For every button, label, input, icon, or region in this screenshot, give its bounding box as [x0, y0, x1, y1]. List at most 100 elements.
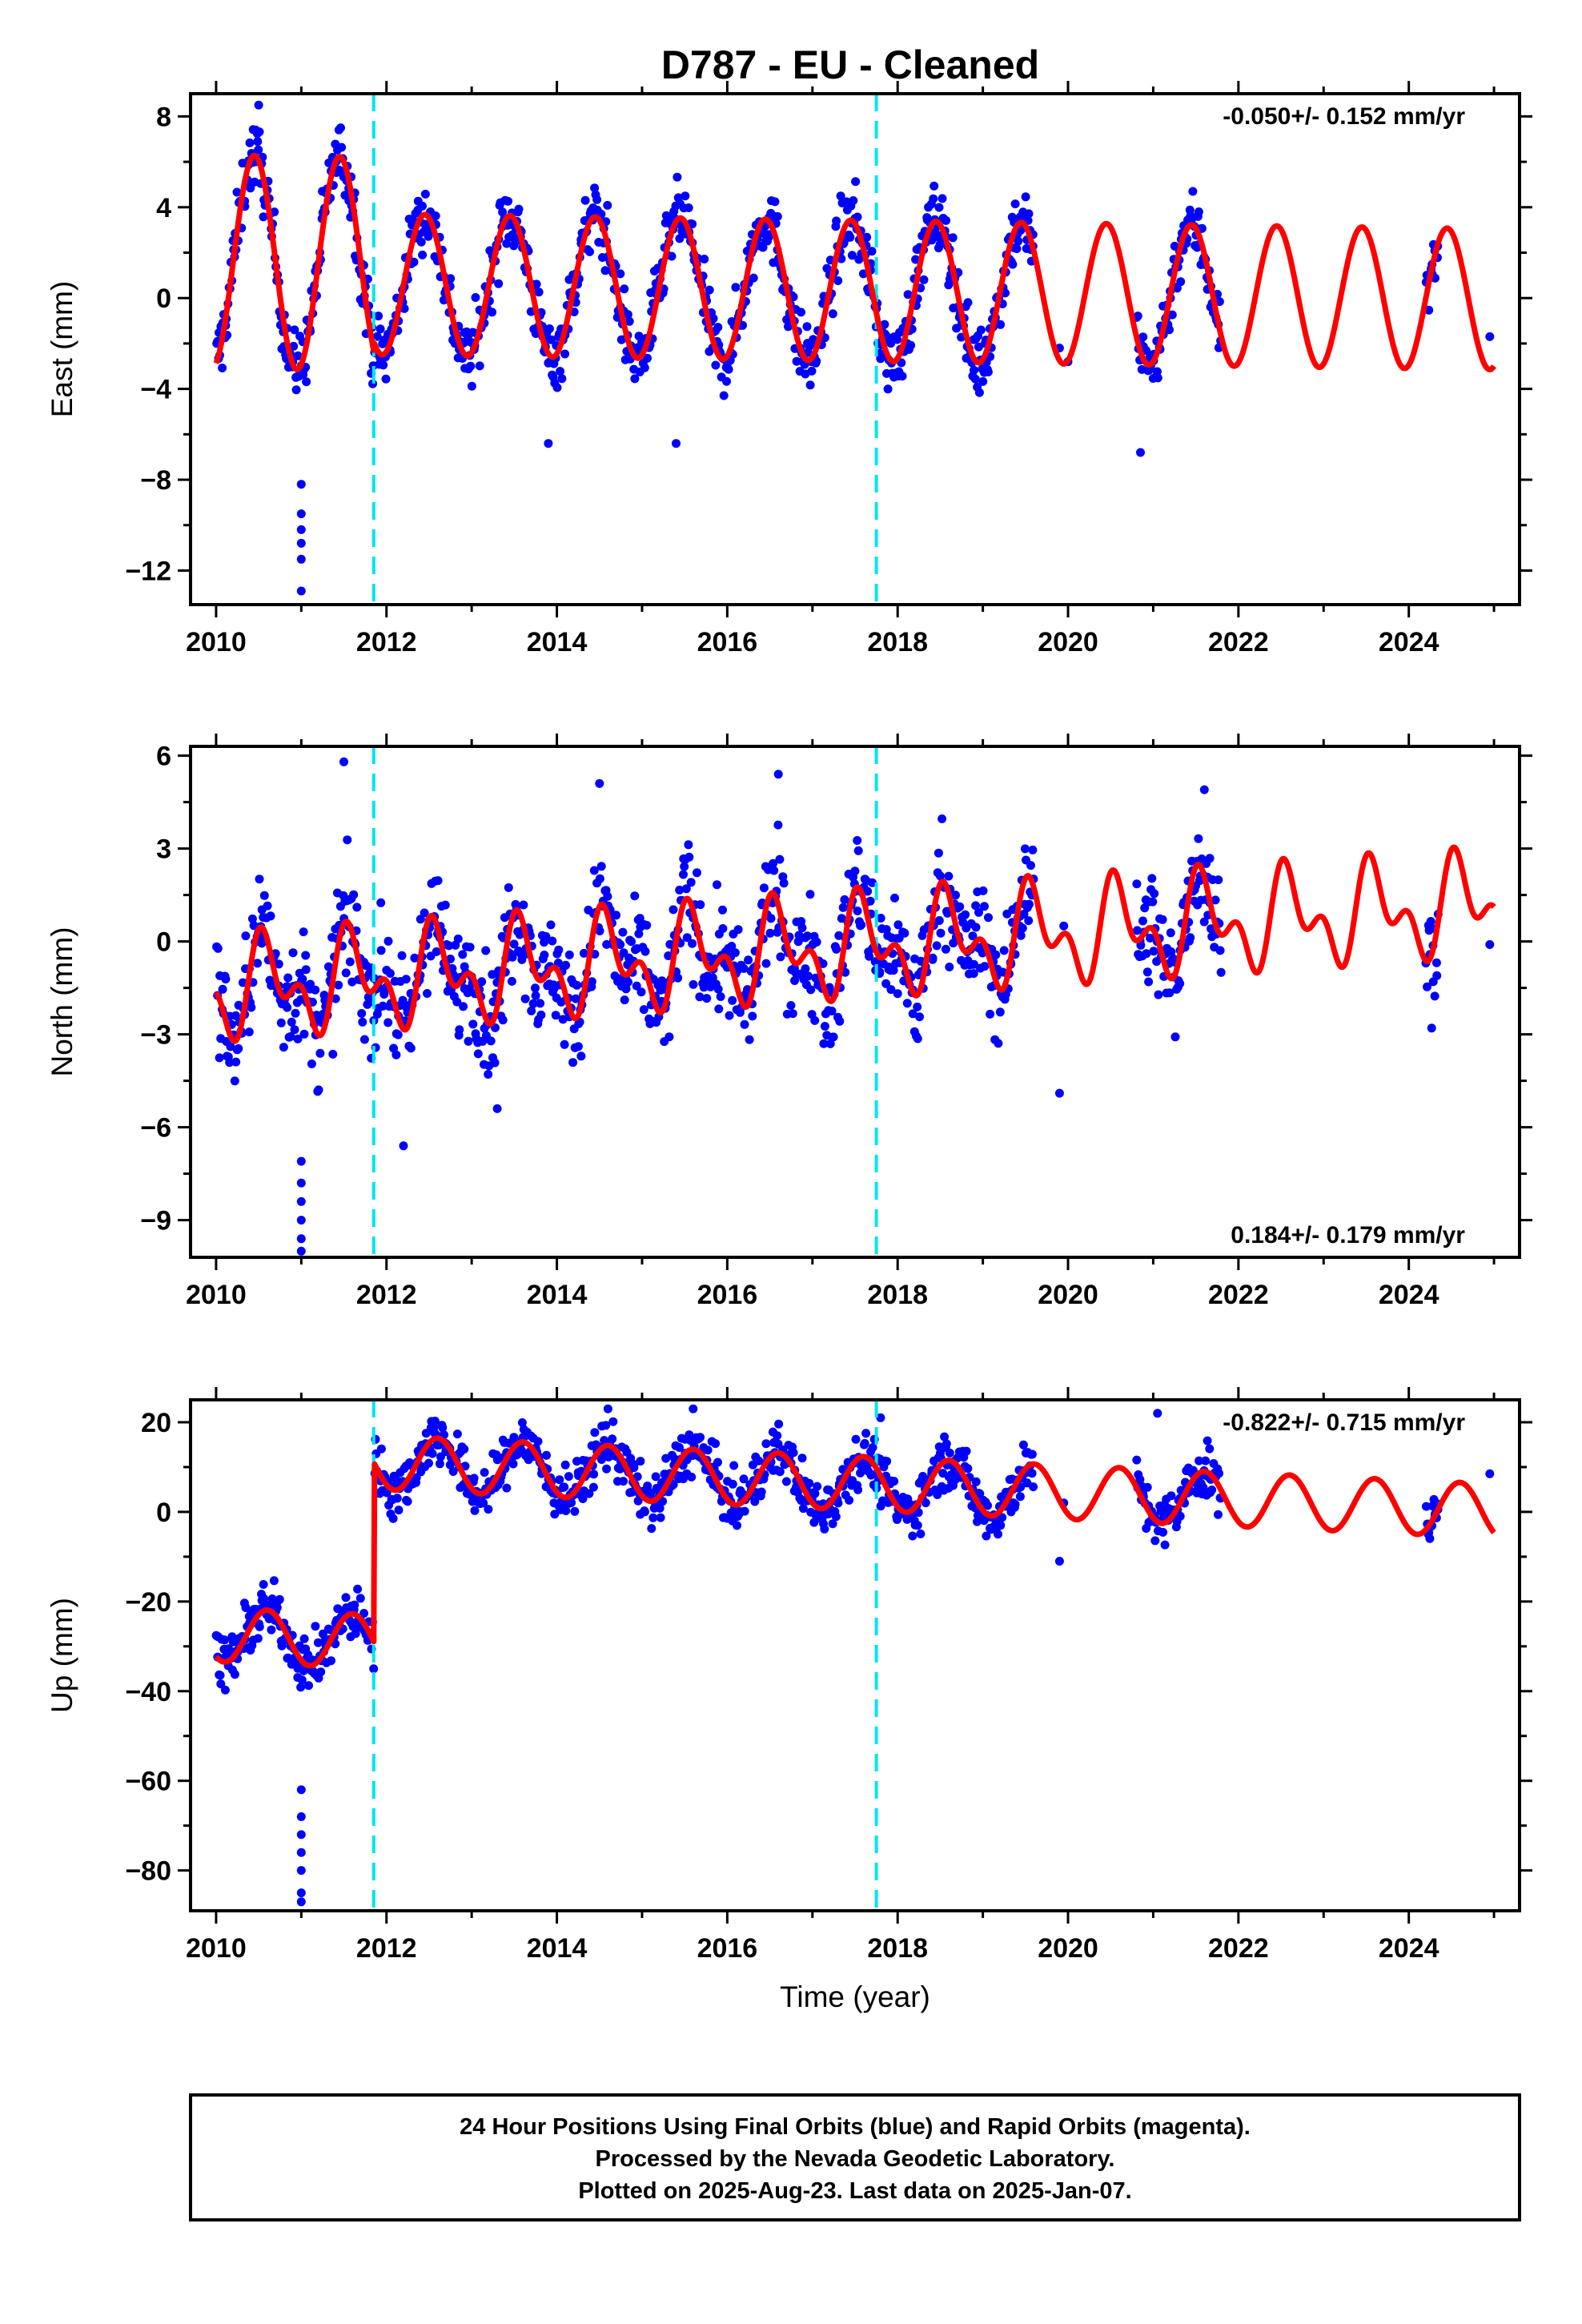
data-point	[376, 898, 386, 907]
data-point	[1423, 982, 1431, 991]
data-point	[853, 846, 863, 855]
data-point	[834, 931, 844, 940]
data-point	[255, 1622, 264, 1631]
data-point	[862, 232, 872, 242]
data-point	[234, 1043, 243, 1053]
data-point	[531, 991, 540, 1000]
data-point	[828, 1519, 837, 1529]
y-tick-label: −40	[125, 1677, 171, 1707]
data-point	[416, 237, 426, 247]
data-point	[851, 177, 861, 187]
data-point	[453, 934, 463, 943]
data-point	[616, 940, 625, 949]
data-point	[432, 947, 441, 956]
data-point	[477, 977, 487, 987]
data-point	[546, 920, 556, 930]
data-point	[999, 946, 1009, 955]
y-tick-label: −20	[125, 1587, 171, 1618]
data-point	[640, 363, 649, 372]
data-point	[731, 283, 741, 292]
data-point	[1211, 895, 1220, 905]
data-point	[230, 1670, 239, 1679]
data-point	[804, 971, 813, 981]
data-point	[629, 1463, 639, 1473]
data-point	[776, 952, 785, 962]
data-point	[1015, 1492, 1025, 1502]
data-point	[311, 985, 320, 995]
data-point	[705, 285, 714, 295]
data-point	[784, 322, 793, 332]
data-point	[630, 891, 640, 901]
data-point	[590, 183, 600, 193]
data-point	[1133, 312, 1142, 321]
data-point	[623, 310, 632, 320]
data-point	[1160, 1540, 1170, 1550]
data-point	[311, 1622, 320, 1631]
footer-line-orbits: 24 Hour Positions Using Final Orbits (bl…	[460, 2114, 1251, 2140]
data-point	[488, 308, 497, 317]
data-point	[1215, 297, 1224, 307]
data-point	[259, 891, 269, 900]
data-point	[286, 1031, 295, 1041]
data-point	[805, 1478, 814, 1488]
data-point	[299, 1634, 309, 1643]
data-point	[345, 957, 355, 967]
data-point	[738, 320, 747, 330]
data-point	[919, 275, 929, 284]
data-point	[740, 1506, 749, 1516]
data-point	[803, 931, 812, 941]
outlier-point	[296, 1897, 306, 1907]
model-curve	[214, 844, 1496, 1044]
data-point	[933, 1490, 942, 1499]
data-point	[424, 1458, 433, 1468]
data-point	[296, 1683, 306, 1692]
data-point	[1150, 1536, 1160, 1546]
data-point	[713, 1458, 722, 1467]
data-point	[1207, 1486, 1217, 1494]
y-tick-label: −60	[125, 1767, 171, 1797]
data-point	[430, 1417, 440, 1425]
data-point	[640, 947, 650, 956]
x-tick-label: 2016	[697, 1933, 758, 1964]
outlier-point	[296, 1178, 306, 1188]
x-tick-label: 2020	[1038, 1933, 1098, 1964]
data-point	[267, 1625, 276, 1634]
data-point	[1426, 917, 1435, 926]
data-point	[341, 968, 351, 978]
chart-title: D787 - EU - Cleaned	[661, 42, 1039, 87]
data-point	[971, 923, 981, 932]
data-point	[418, 201, 427, 211]
data-point	[714, 1004, 724, 1014]
outlier-point	[876, 1413, 885, 1422]
data-point	[757, 1487, 766, 1497]
data-point	[825, 1039, 835, 1048]
axes-frame	[189, 92, 1521, 606]
x-tick-label: 2012	[356, 627, 417, 657]
data-point	[328, 1049, 338, 1059]
data-point	[410, 953, 420, 963]
data-point	[1199, 917, 1209, 927]
data-point	[681, 884, 691, 894]
x-tick-label: 2018	[867, 627, 928, 657]
data-point	[533, 1437, 543, 1446]
y-axis-label: East (mm)	[46, 281, 78, 418]
data-point	[603, 891, 612, 901]
outlier-point	[296, 1830, 306, 1839]
data-point	[406, 1043, 416, 1053]
x-tick-label: 2012	[356, 1280, 417, 1310]
y-tick-label: 4	[156, 193, 171, 223]
data-point	[805, 380, 815, 390]
y-tick-label: 6	[156, 742, 171, 772]
data-point	[334, 980, 343, 990]
data-point	[718, 905, 727, 915]
data-point	[301, 965, 311, 975]
data-point	[1027, 1449, 1037, 1459]
outlier-point	[296, 509, 306, 519]
x-tick-label: 2024	[1379, 627, 1439, 657]
data-point	[938, 194, 947, 203]
data-point	[685, 852, 694, 862]
data-point	[994, 1530, 1002, 1539]
outlier-point	[1153, 1409, 1162, 1418]
data-point	[974, 342, 983, 352]
